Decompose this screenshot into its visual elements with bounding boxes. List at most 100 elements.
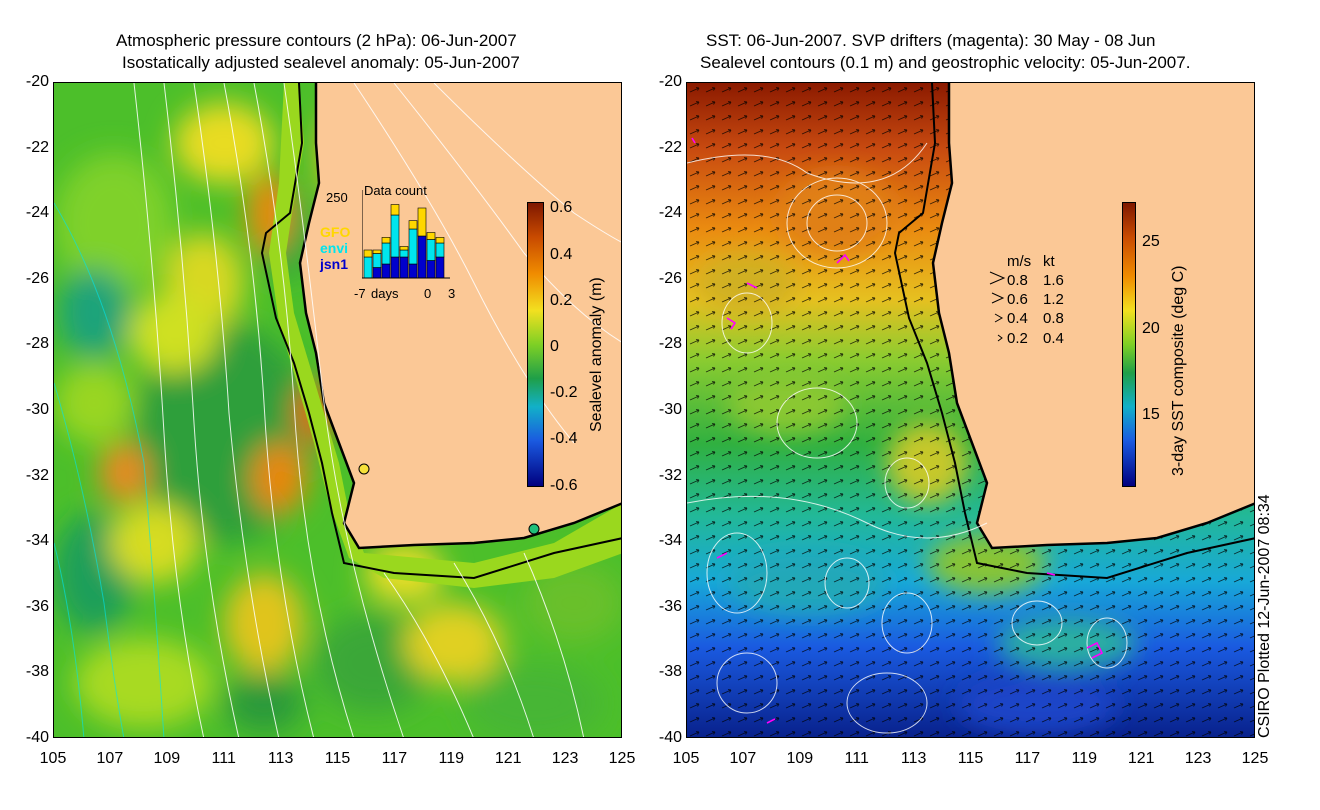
right-lon-tick-label: 117 [1014,750,1041,767]
inset-x-right: 3 [448,286,456,301]
station-marker-yellow [358,463,370,475]
left-lon-tick-label: 107 [96,750,124,767]
sealevel-tick: -0.2 [550,384,578,401]
inset-legend-jsn1: jsn1 [320,256,349,272]
velocity-legend-ms: 0.8 [1007,272,1028,289]
inset-bar-segment [417,235,427,279]
right-lat-tick-label: -40 [658,729,682,746]
left-lon-tick-label: 121 [494,750,522,767]
sst-colorbar-label: 3-day SST composite (deg C) [1170,265,1187,476]
right-lat-tick-label: -38 [658,663,682,681]
left-lon-tick-label: 111 [211,750,236,767]
left-map-panel [53,82,622,738]
right-map-panel [686,82,1255,738]
sealevel-tick: 0.4 [550,246,573,263]
right-title-line1: SST: 06-Jun-2007. SVP drifters (magenta)… [706,31,1156,50]
inset-bar-segment [381,237,391,244]
sst-colorbar [1122,202,1136,487]
left-lat-tick-label: -26 [25,269,49,287]
right-lat-tick-label: -20 [658,73,682,90]
inset-legend-gfo: GFO [320,224,351,240]
credit-text: CSIRO Plotted 12-Jun-2007 08:34 [1256,494,1273,738]
left-lat-tick-label: -20 [25,73,49,90]
left-lon-tick-label: 117 [381,750,408,767]
left-title-line1: Atmospheric pressure contours (2 hPa): 0… [116,31,517,50]
inset-bar-segment [372,249,382,254]
right-lon-tick-label: 113 [900,750,927,767]
left-lon-tick-label: 115 [324,750,351,767]
inset-bar-segment [417,207,427,237]
sealevel-tick: 0 [550,338,559,355]
data-count-inset [362,190,450,279]
sealevel-colorbar-label: Sealevel anomaly (m) [588,277,605,432]
velocity-legend-header-ms: m/s [1007,253,1032,270]
shelf-break-line [893,83,1254,580]
sst-map [687,83,1254,737]
right-lat-tick-label: -28 [658,335,682,353]
sealevel-tick: 0.6 [550,199,573,216]
left-lon-tick-label: 125 [608,750,636,767]
right-lon-tick-label: 109 [786,750,814,767]
inset-x-left: -7 [354,286,366,301]
inset-bar-segment [372,253,382,268]
pressure-contours-cyan [54,202,165,737]
right-lat-tick-label: -26 [658,269,682,287]
shelf-break-line [260,83,621,580]
right-lon-tick-label: 105 [672,750,700,767]
shelf-band [269,83,621,588]
sst-tick: 15 [1142,406,1160,423]
velocity-legend-ms: 0.6 [1007,291,1028,308]
inset-bar-segment [390,256,400,279]
inset-bar-segment [363,256,373,279]
inset-title: Data count [364,183,427,198]
inset-bar-segment [426,260,436,279]
sealevel-tick: -0.4 [550,430,578,447]
velocity-legend-ms: 0.4 [1007,310,1028,327]
velocity-legend-kt: 0.8 [1043,310,1064,327]
right-lon-tick-label: 119 [1071,750,1098,767]
left-lon-tick-label: 105 [39,750,67,767]
left-lon-tick-label: 123 [551,750,579,767]
left-lat-tick-label: -40 [25,729,49,746]
svp-drifter-tracks [691,137,1104,724]
inset-legend-envi: envi [320,240,349,256]
inset-bar-segment [381,242,391,265]
velocity-legend-kt: 1.6 [1043,272,1064,289]
inset-bar-segment [408,228,418,265]
left-lat-tick-label: -22 [25,138,49,156]
sealevel-tick: 0.2 [550,292,573,309]
left-lat-tick-label: -28 [25,335,49,353]
left-lat-tick-label: -30 [25,401,49,418]
velocity-legend-ms: 0.2 [1007,330,1028,347]
left-lon-tick-label: 119 [438,750,465,767]
left-lat-tick-label: -32 [25,466,49,484]
right-lat-tick-label: -30 [658,401,682,418]
inset-bar-segment [426,239,436,261]
sst-tick: 25 [1142,233,1160,250]
right-lon-tick-label: 107 [729,750,757,767]
coastline [931,83,1254,550]
station-marker-green [528,523,540,535]
inset-ymax: 250 [326,190,348,205]
inset-x-zero: 0 [424,286,432,301]
land-mass [933,83,1254,548]
inset-bar-segment [390,214,400,258]
velocity-legend-header-kt: kt [1043,253,1055,270]
sst-tick: 20 [1142,320,1160,337]
inset-bar-segment [372,267,382,279]
right-lat-tick-label: -32 [658,466,682,484]
left-lon-tick-label: 109 [153,750,181,767]
inset-bar-segment [435,237,445,244]
right-lon-tick-label: 115 [957,750,984,767]
left-lon-tick-label: 113 [267,750,294,767]
right-lat-tick-label: -34 [658,532,682,550]
inset-x-mid: days [371,286,399,301]
inset-bar-segment [408,220,418,230]
velocity-legend-arrows [989,271,1006,342]
inset-bar-segment [390,204,400,216]
inset-bar-segment [363,249,373,258]
left-lat-tick-label: -38 [25,663,49,681]
inset-bars [363,204,445,279]
sealevel-anomaly-map [54,83,621,737]
right-lon-tick-label: 125 [1241,750,1269,767]
